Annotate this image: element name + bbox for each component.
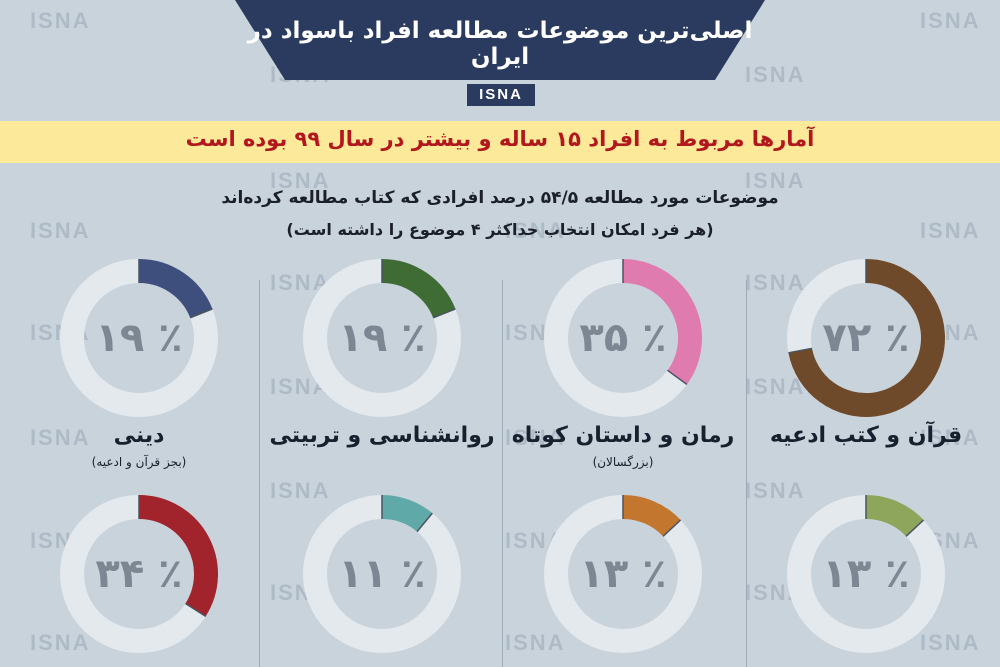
chart-subtitle: موضوعات مورد مطالعه ۵۴/۵ درصد افرادی که … xyxy=(221,188,779,208)
watermark-text: ISNA xyxy=(505,218,566,243)
title-banner: اصلی‌ترین موضوعات مطالعه افراد باسواد در… xyxy=(235,0,765,80)
donut-svg xyxy=(303,259,461,417)
percent-label: ٪ ۳۵ xyxy=(579,315,667,361)
donut-chart: ٪ ۳۵ xyxy=(543,258,703,418)
donut-slice xyxy=(622,495,681,537)
donut-chart: ٪ ۱۹ xyxy=(59,258,219,418)
category-note: (بجز قرآن و ادعیه) xyxy=(91,455,187,469)
donut-slice xyxy=(865,495,924,537)
category-label: روانشناسی و تربیتی xyxy=(269,423,495,448)
subtitle-bar-text: آمارها مربوط به افراد ۱۵ ساله و بیشتر در… xyxy=(185,127,815,151)
watermark-text: ISNA xyxy=(270,478,331,503)
watermark-text: ISNA xyxy=(745,62,806,87)
donut-slice xyxy=(138,259,213,319)
donut-slice xyxy=(622,259,702,385)
slice-edge xyxy=(662,519,682,537)
donut-chart: ٪ ۱۹ xyxy=(302,258,462,418)
watermark-text: ISNA xyxy=(30,218,91,243)
donut-svg xyxy=(60,495,218,653)
column-divider xyxy=(502,280,503,667)
watermark-text: ISNA xyxy=(505,425,566,450)
chart-note: (هر فرد امکان انتخاب حداکثر ۴ موضوع را د… xyxy=(286,220,714,239)
donut-chart: ٪ ۱۳ xyxy=(543,494,703,654)
donut-svg xyxy=(787,495,945,653)
column-divider xyxy=(746,280,747,667)
slice-edge xyxy=(185,602,207,617)
watermark-text: ISNA xyxy=(920,630,981,655)
watermark-text: ISNA xyxy=(920,8,981,33)
brand-tag: ISNA xyxy=(467,84,535,106)
donut-svg xyxy=(787,259,945,417)
percent-label: ٪ ۱۹ xyxy=(95,315,183,361)
slice-edge xyxy=(667,369,688,386)
category-label: دینی xyxy=(113,423,165,448)
slice-edge xyxy=(416,512,433,533)
category-note: (بزرگسالان) xyxy=(592,455,654,469)
slice-edge xyxy=(788,347,813,354)
subtitle-bar xyxy=(0,121,1000,163)
donut-svg xyxy=(544,259,702,417)
slice-edge xyxy=(189,308,213,319)
percent-label: ٪ ۷۲ xyxy=(822,315,910,361)
percent-label: ٪ ۱۱ xyxy=(338,551,426,597)
donut-slice xyxy=(381,259,456,319)
watermark-text: ISNA xyxy=(505,630,566,655)
donut-svg xyxy=(544,495,702,653)
watermark-text: ISNA xyxy=(30,630,91,655)
donut-chart: ٪ ۱۱ xyxy=(302,494,462,654)
watermark-text: ISNA xyxy=(30,8,91,33)
donut-svg xyxy=(60,259,218,417)
donut-slice xyxy=(788,259,945,417)
watermark-text: ISNA xyxy=(745,168,806,193)
watermark-text: ISNA xyxy=(920,425,981,450)
category-label: رمان و داستان کوتاه xyxy=(511,423,735,448)
percent-label: ٪ ۱۳ xyxy=(579,551,667,597)
donut-slice xyxy=(138,495,218,617)
donut-svg xyxy=(303,495,461,653)
donut-chart: ٪ ۳۴ xyxy=(59,494,219,654)
watermark-text: ISNA xyxy=(920,218,981,243)
donut-slice xyxy=(381,495,433,532)
slice-edge xyxy=(432,308,456,319)
slice-edge xyxy=(905,519,925,537)
donut-chart: ٪ ۷۲ xyxy=(786,258,946,418)
banner-shape xyxy=(235,0,765,80)
watermark-text: ISNA xyxy=(745,478,806,503)
watermark-text: ISNA xyxy=(745,374,806,399)
watermark-text: ISNA xyxy=(30,425,91,450)
category-label: قرآن و کتب ادعیه xyxy=(769,423,963,448)
page-title: اصلی‌ترین موضوعات مطالعه افراد باسواد در… xyxy=(247,18,753,70)
percent-label: ٪ ۱۳ xyxy=(822,551,910,597)
watermark-text: ISNA xyxy=(270,168,331,193)
percent-label: ٪ ۳۴ xyxy=(95,551,183,597)
watermark-text: ISNA xyxy=(745,270,806,295)
column-divider xyxy=(259,280,260,667)
percent-label: ٪ ۱۹ xyxy=(338,315,426,361)
donut-chart: ٪ ۱۳ xyxy=(786,494,946,654)
